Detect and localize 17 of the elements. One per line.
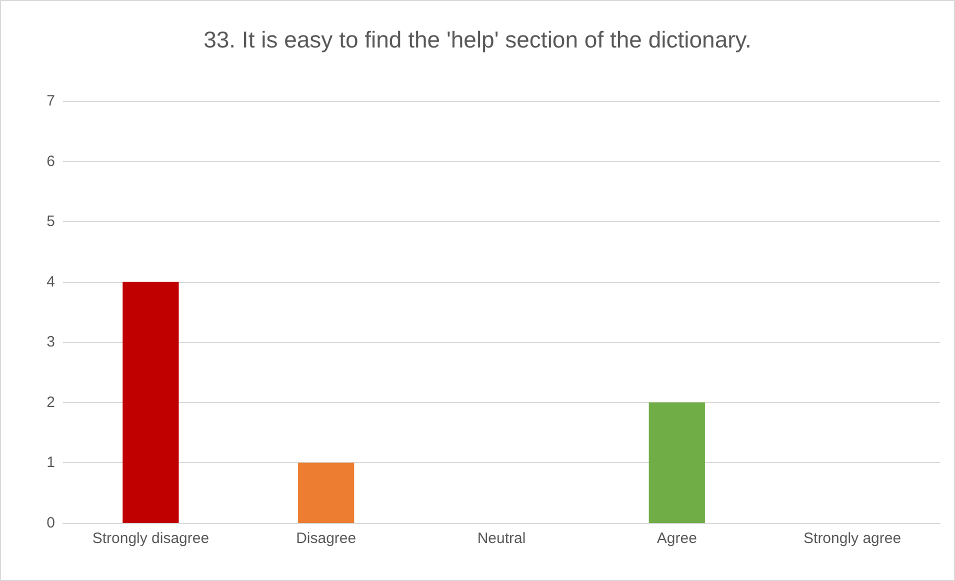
bar [648, 402, 705, 523]
y-tick-label: 5 [46, 213, 55, 230]
y-tick-label: 0 [46, 514, 55, 532]
x-tick-label: Agree [656, 530, 697, 547]
y-tick-label: 6 [46, 152, 55, 170]
y-tick-label: 4 [46, 273, 55, 290]
bar [122, 282, 179, 523]
y-tick-label: 3 [46, 334, 55, 351]
chart-title: 33. It is easy to find the 'help' section of the dictionary. [204, 26, 752, 52]
x-tick-label: Disagree [296, 530, 356, 547]
y-tick-label: 2 [46, 394, 55, 411]
y-tick-label: 1 [46, 454, 55, 472]
x-tick-label: Strongly agree [804, 530, 902, 547]
y-tick-label: 7 [46, 92, 55, 110]
x-tick-label: Neutral [477, 530, 526, 547]
x-tick-label: Strongly disagree [92, 530, 210, 547]
bar [298, 462, 354, 523]
